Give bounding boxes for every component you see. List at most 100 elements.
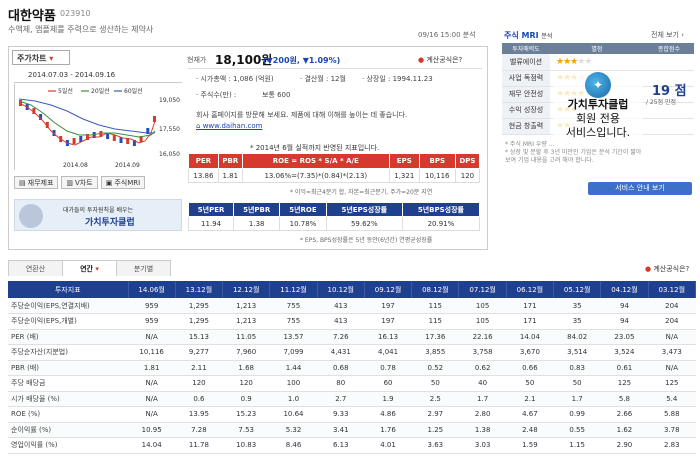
fin-cell: 2.90 bbox=[600, 437, 649, 454]
fin-cell: N/A bbox=[128, 329, 176, 345]
tab-annual[interactable]: 연간 ▾ bbox=[62, 260, 117, 276]
growth-table-note: * EPS, BPS성장률은 5년 동안(6년간) 연평균성장률 bbox=[300, 237, 433, 244]
fin-cell: 2.5 bbox=[411, 391, 459, 407]
chart-legend: 5일선 20일선 60일선 bbox=[48, 87, 143, 95]
title-text: 주식 MRI bbox=[504, 31, 539, 40]
fin-cell: 5.8 bbox=[600, 391, 649, 407]
row-label: 시가 배당율 (%) bbox=[8, 391, 128, 407]
fin-cell: N/A bbox=[648, 360, 696, 376]
fin-cell: 0.62 bbox=[458, 360, 507, 376]
divider bbox=[188, 68, 482, 69]
mri-score: 19 점 bbox=[652, 84, 687, 99]
ratio-header: EPS bbox=[388, 153, 420, 169]
mri-button[interactable]: ▣ 주식MRI bbox=[100, 176, 146, 189]
fin-cell: 3,524 bbox=[600, 344, 649, 361]
star-icon: ★ bbox=[577, 56, 585, 67]
vchart-button[interactable]: ▥ V차트 bbox=[61, 176, 98, 189]
table-row: 주당순이익(EPS,연결지배) 959 1,295 1,213 755 413 197 115… bbox=[8, 298, 696, 314]
tab-annualized[interactable]: 연환산 bbox=[8, 260, 63, 276]
fin-cell: 3.78 bbox=[648, 422, 696, 438]
mri-table: 투자매력도 별점 종합점수 밸류에이션★★★★★사업 독점력★★★★★재무 안전… bbox=[502, 43, 694, 135]
fin-cell: 1.7 bbox=[553, 391, 601, 407]
mri-row-label: 현금 창출력 bbox=[502, 118, 550, 135]
price-chart: 5일선 20일선 60일선 19,050 17,550 16,050 2014.… bbox=[14, 82, 183, 171]
fin-cell: 413 bbox=[317, 313, 365, 330]
fin-cell: 1.0 bbox=[269, 391, 318, 407]
fin-cell: 8.46 bbox=[269, 437, 318, 454]
fin-cell: N/A bbox=[128, 406, 176, 423]
ratio-cell: 13.06%=(7.35)*(0.84)*(2.13) bbox=[241, 168, 390, 183]
row-label: ROE (%) bbox=[8, 406, 128, 423]
fin-cell: 7.26 bbox=[317, 329, 365, 345]
legend-60day: 60일선 bbox=[124, 87, 143, 95]
chart-icon: ▥ bbox=[66, 178, 74, 187]
row-label: 주당순자산(지분법) bbox=[8, 344, 128, 361]
link-label: 전체 보기 bbox=[651, 31, 679, 39]
fin-cell: 115 bbox=[411, 298, 459, 314]
homepage-link[interactable]: ⌂ www.daihan.com bbox=[196, 122, 262, 130]
financial-table: 투자지표 14.06월 13.12월 12.12월 11.12월 10.12월 09.12월… bbox=[8, 281, 697, 454]
fin-cell: N/A bbox=[128, 391, 176, 407]
link-label: 계산공식은? bbox=[653, 265, 690, 273]
link-label: 계산공식은? bbox=[426, 56, 463, 64]
fin-cell: 3,855 bbox=[411, 344, 459, 361]
row-label: 주당순이익(EPS,개별) bbox=[8, 313, 128, 330]
candle bbox=[106, 133, 110, 139]
listing-date: · 상장일 : 1994.11.23 bbox=[362, 75, 433, 83]
mri-header: 종합점수 bbox=[643, 43, 694, 54]
formula-link[interactable]: ● 계산공식은? bbox=[418, 55, 462, 65]
bullet-icon: ● bbox=[645, 265, 652, 273]
growth-header: 5년BPS성장률 bbox=[401, 202, 481, 217]
analysis-date: 09/16 15:00 분석 bbox=[418, 31, 476, 39]
candle bbox=[112, 135, 116, 141]
tab-stock-chart[interactable]: 주가차트 ▾ bbox=[12, 50, 70, 65]
growth-table: 5년PER 5년PBR 5년ROE 5년EPS성장률 5년BPS성장률 11.94 1.3… bbox=[187, 202, 481, 231]
candle bbox=[139, 136, 143, 142]
mri-view-all[interactable]: 전체 보기 › bbox=[651, 30, 684, 40]
fin-header: 07.12월 bbox=[458, 281, 507, 298]
legend-5day: 5일선 bbox=[58, 87, 73, 95]
candle bbox=[79, 136, 83, 142]
fin-cell: 10.64 bbox=[269, 406, 318, 423]
fin-cell: 3.03 bbox=[458, 437, 507, 454]
service-info-button[interactable]: 서비스 안내 보기 bbox=[588, 182, 692, 195]
candle bbox=[32, 108, 36, 114]
mri-stars: ★★★★★ bbox=[550, 54, 644, 71]
chart-period: 2014.07.03 - 2014.09.16 bbox=[28, 71, 116, 79]
company-code: 023910 bbox=[60, 9, 91, 18]
table-row: PER (배) N/A 15.13 11.05 13.57 7.26 16.13 17.36 2… bbox=[8, 329, 696, 345]
mri-row-label: 재무 안전성 bbox=[502, 86, 550, 103]
fin-header: 08.12월 bbox=[411, 281, 460, 298]
fin-cell: 5.88 bbox=[648, 406, 696, 423]
tab-label: 주가차트 bbox=[17, 54, 47, 63]
y-tick: 16,050 bbox=[159, 151, 180, 158]
ratio-cell: 13.86 bbox=[188, 168, 219, 183]
ratio-header: PER bbox=[188, 153, 219, 169]
fin-cell: 4,041 bbox=[364, 344, 412, 361]
table-row: PBR (배) 1.81 2.11 1.68 1.44 0.68 0.78 0.52 0.62 0… bbox=[8, 360, 696, 376]
fin-cell: 1.59 bbox=[506, 437, 554, 454]
fin-cell: 10.95 bbox=[128, 422, 176, 438]
tab-quarterly[interactable]: 분기별 bbox=[116, 260, 171, 276]
growth-header: 5년PBR bbox=[233, 202, 281, 217]
growth-cell: 20.91% bbox=[401, 216, 481, 231]
fin-cell: 0.78 bbox=[364, 360, 412, 376]
formula-link-2[interactable]: ● 계산공식은? bbox=[645, 264, 689, 274]
fin-cell: 14.04 bbox=[506, 329, 554, 345]
fin-cell: 9,277 bbox=[175, 344, 223, 361]
mri-row-label: 사업 독점력 bbox=[502, 70, 550, 87]
financials-button[interactable]: ▤ 재무제표 bbox=[14, 176, 59, 189]
fin-cell: 1.81 bbox=[128, 360, 176, 376]
value-club-banner[interactable]: 대가들의 투자원칙을 배우는 가치투자클럽 bbox=[14, 199, 182, 231]
ratio-table: PER PBR ROE = ROS * S/A * A/E EPS BPS DPS 13.… bbox=[188, 153, 481, 183]
fin-cell: 84.02 bbox=[553, 329, 601, 345]
home-icon: ⌂ bbox=[196, 122, 201, 130]
company-name: 대한약품 bbox=[8, 9, 56, 24]
fin-cell: 0.83 bbox=[553, 360, 601, 376]
fin-cell: 1.38 bbox=[458, 422, 507, 438]
fin-cell: 2.83 bbox=[648, 437, 696, 454]
growth-cell: 10.78% bbox=[279, 216, 327, 231]
fin-header: 09.12월 bbox=[364, 281, 413, 298]
mri-header: 별점 bbox=[550, 43, 644, 54]
note-line: * 상장 및 분할 후 3년 미만인 기업은 분석 기간이 짧아 bbox=[505, 149, 642, 156]
